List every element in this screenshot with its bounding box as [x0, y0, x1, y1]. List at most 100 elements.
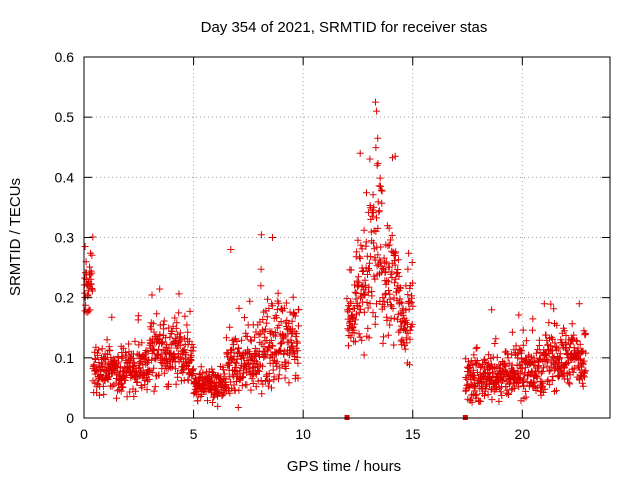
x-tick-label: 10: [295, 426, 311, 442]
data-point: [505, 359, 513, 367]
data-point: [473, 344, 481, 351]
data-point: [134, 312, 142, 320]
data-point: [241, 361, 249, 369]
data-point: [364, 271, 371, 278]
data-point: [363, 189, 370, 197]
data-point: [233, 338, 241, 345]
data-point: [387, 236, 394, 244]
data-point: [369, 191, 377, 199]
data-point: [229, 371, 237, 379]
data-point: [118, 383, 126, 391]
data-point: [99, 382, 107, 390]
data-point: [522, 393, 530, 401]
data-point: [553, 321, 561, 329]
data-point: [98, 345, 106, 353]
y-tick-label: 0: [66, 410, 74, 426]
data-point: [519, 326, 527, 334]
data-point: [92, 356, 100, 363]
data-point: [579, 360, 587, 368]
data-point: [220, 390, 228, 398]
data-point: [218, 391, 226, 399]
data-point: [386, 295, 394, 303]
data-point: [508, 328, 516, 336]
data-point: [495, 397, 503, 405]
data-point: [376, 174, 384, 182]
data-point: [546, 381, 554, 389]
data-point: [408, 320, 416, 328]
data-point: [153, 310, 161, 318]
data-point: [530, 354, 538, 362]
data-point: [293, 353, 301, 361]
data-point: [273, 358, 281, 366]
data-point: [498, 392, 506, 399]
data-point: [387, 301, 395, 309]
data-point: [356, 149, 364, 157]
data-point: [100, 390, 108, 398]
data-point: [233, 355, 241, 363]
data-point: [292, 333, 300, 341]
data-point: [356, 254, 364, 262]
data-point: [576, 340, 584, 348]
data-point: [473, 357, 481, 364]
data-point: [265, 343, 273, 351]
data-point: [165, 344, 173, 352]
data-point: [144, 377, 151, 385]
data-point: [358, 245, 366, 253]
data-point: [108, 313, 116, 321]
data-point: [353, 248, 361, 256]
data-point: [552, 387, 560, 395]
data-point: [375, 208, 383, 216]
data-point: [406, 284, 414, 292]
x-tick-label: 5: [190, 426, 198, 442]
data-point: [86, 263, 94, 271]
data-point: [176, 329, 184, 337]
data-point: [507, 350, 515, 358]
data-point: [404, 291, 412, 299]
data-point: [508, 386, 516, 394]
data-point: [126, 388, 134, 396]
data-point: [281, 374, 289, 382]
data-point: [551, 387, 558, 395]
data-point: [529, 326, 536, 334]
data-point: [360, 351, 368, 359]
data-point: [390, 314, 398, 322]
data-point: [488, 396, 496, 404]
data-point: [514, 350, 522, 358]
data-point: [232, 359, 240, 367]
data-point: [385, 224, 393, 232]
data-point: [174, 350, 182, 358]
data-point: [367, 215, 375, 223]
data-point: [500, 376, 508, 384]
data-point: [189, 365, 197, 373]
data-point: [113, 394, 120, 402]
data-point: [361, 290, 369, 298]
data-point: [138, 339, 146, 347]
data-point: [547, 300, 555, 308]
data-point: [197, 363, 205, 371]
data-point: [370, 203, 378, 211]
data-point: [277, 318, 285, 325]
data-point: [580, 357, 588, 365]
data-point: [257, 282, 265, 290]
data-point: [235, 386, 243, 394]
data-point: [286, 351, 294, 359]
data-point: [351, 288, 359, 296]
data-point: [366, 259, 373, 267]
data-point: [88, 251, 96, 259]
data-point: [190, 343, 197, 351]
x-tick-label: 15: [405, 426, 421, 442]
data-point: [539, 389, 547, 396]
data-point: [239, 373, 247, 381]
data-point: [573, 337, 581, 345]
data-point: [523, 378, 531, 386]
data-point: [230, 352, 238, 360]
data-point: [234, 404, 242, 411]
data-point: [548, 377, 556, 384]
y-tick-label: 0.5: [55, 109, 75, 125]
data-point: [269, 366, 277, 374]
data-point: [400, 325, 408, 333]
data-point: [505, 391, 513, 398]
data-point: [150, 347, 158, 355]
data-point: [175, 290, 183, 298]
